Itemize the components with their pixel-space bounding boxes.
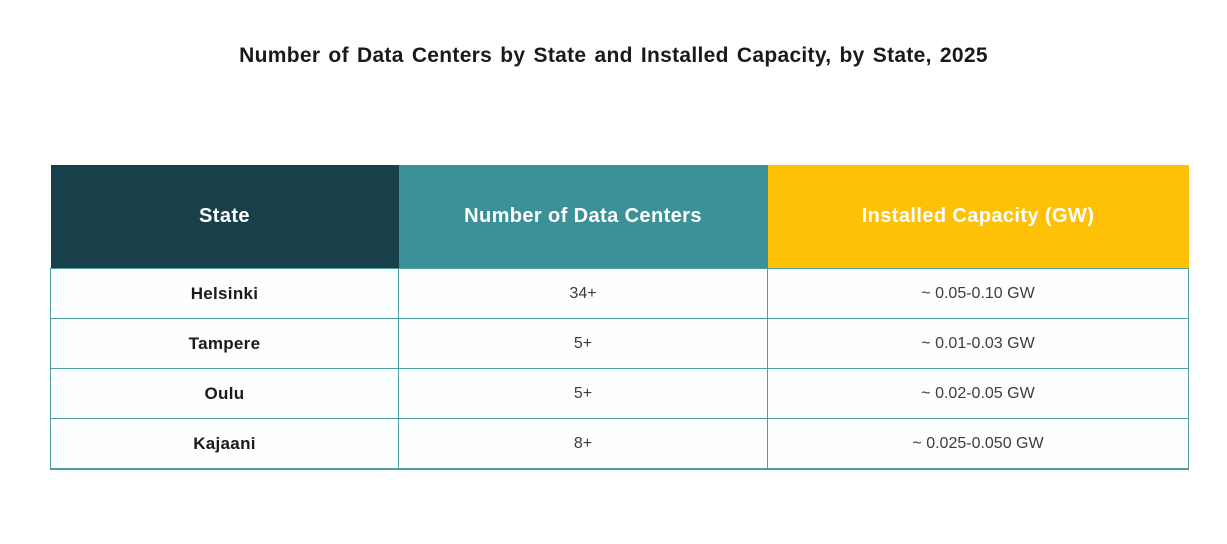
count-cell: 5+	[398, 318, 768, 369]
table-row: Oulu 5+ ~ 0.02-0.05 GW	[50, 368, 1189, 419]
state-cell: Kajaani	[50, 418, 399, 470]
chart-title: Number of Data Centers by State and Inst…	[239, 44, 988, 67]
state-cell: Tampere	[50, 318, 399, 369]
column-header-state: State	[50, 165, 399, 269]
table-row: Kajaani 8+ ~ 0.025-0.050 GW	[50, 418, 1189, 470]
column-header-number-of-data-centers: Number of Data Centers	[398, 165, 768, 269]
state-cell: Helsinki	[50, 268, 399, 319]
table-row: Tampere 5+ ~ 0.01-0.03 GW	[50, 318, 1189, 369]
capacity-cell: ~ 0.05-0.10 GW	[767, 268, 1189, 319]
data-centers-table: State Number of Data Centers Installed C…	[50, 165, 1189, 470]
count-cell: 5+	[398, 368, 768, 419]
header-row: State Number of Data Centers Installed C…	[50, 165, 1189, 269]
capacity-cell: ~ 0.01-0.03 GW	[767, 318, 1189, 369]
capacity-cell: ~ 0.025-0.050 GW	[767, 418, 1189, 470]
capacity-cell: ~ 0.02-0.05 GW	[767, 368, 1189, 419]
count-cell: 34+	[398, 268, 768, 319]
column-header-installed-capacity: Installed Capacity (GW)	[767, 165, 1189, 269]
count-cell: 8+	[398, 418, 768, 470]
state-cell: Oulu	[50, 368, 399, 419]
table-row: Helsinki 34+ ~ 0.05-0.10 GW	[50, 268, 1189, 319]
